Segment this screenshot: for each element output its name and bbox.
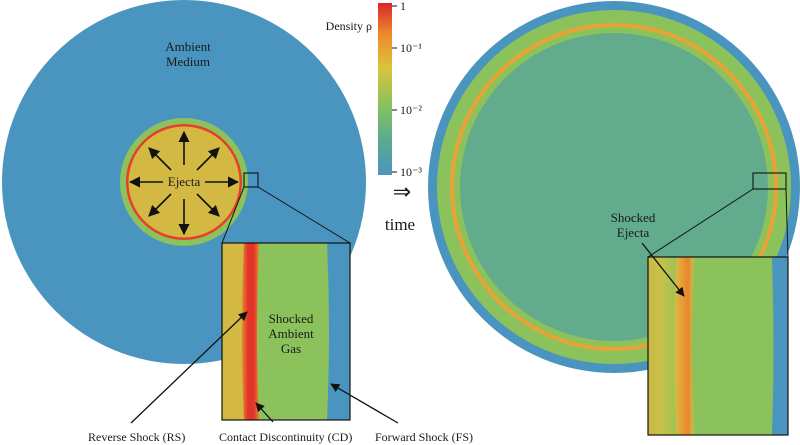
zoom-region-box (243, 172, 259, 188)
colorbar-title: Density ρ (326, 19, 372, 33)
shocked-ejecta-label-line1: Shocked (611, 210, 656, 225)
right-inset (647, 256, 789, 436)
reverse-shock-pointer (130, 311, 248, 424)
zoom-region-box (752, 172, 787, 190)
inset-ejecta-region (222, 243, 244, 420)
right-inset-frame (647, 256, 789, 436)
inset-contact-discontinuity-band (674, 257, 694, 435)
colorbar-tick-label: 10⁻³ (400, 165, 422, 179)
inset-label-line3: Gas (281, 341, 301, 356)
reverse-shock-label: Reverse Shock (RS) (88, 430, 185, 444)
inset-label-line1: Shocked (269, 311, 314, 326)
forward-shock-pointer (330, 383, 399, 424)
zoom-connector (257, 186, 351, 244)
colorbar-gradient (378, 3, 392, 175)
forward-shock-label: Forward Shock (FS) (375, 430, 473, 444)
ejecta-label: Ejecta (168, 174, 201, 189)
ambient-medium-label-line1: Ambient (165, 39, 211, 54)
expansion-arrow (148, 193, 172, 217)
expansion-arrow (196, 147, 220, 171)
inset-ambient-region (327, 243, 350, 420)
left-panel: Ejecta Ambient Medium Shocked Ambient Ga… (2, 0, 473, 444)
left-inset: Shocked Ambient Gas (221, 242, 351, 421)
expansion-arrows (128, 130, 240, 236)
inset-ambient-region (772, 257, 788, 435)
colorbar-tick-label: 10⁻¹ (400, 41, 422, 55)
colorbar-tick-label: 10⁻² (400, 103, 422, 117)
expansion-arrow (148, 147, 172, 171)
colorbar: Density ρ 1 10⁻¹ 10⁻² 10⁻³ (326, 0, 423, 179)
zoom-connector (647, 188, 754, 258)
expansion-arrow (196, 193, 220, 217)
left-inset-frame (221, 242, 351, 421)
colorbar-tick-label: 1 (400, 0, 406, 13)
time-label: time (385, 215, 415, 234)
ambient-medium-label-line2: Medium (166, 54, 210, 69)
inset-label-line2: Ambient (268, 326, 314, 341)
zoom-connector (221, 186, 245, 244)
time-arrow-icon: ⇒ (393, 179, 411, 204)
inset-shocked-ejecta-region (648, 257, 676, 435)
shocked-ejecta-label-line2: Ejecta (617, 225, 650, 240)
zoom-connector (785, 188, 789, 258)
contact-discontinuity-label: Contact Discontinuity (CD) (219, 430, 352, 444)
contact-discontinuity-pointer (255, 402, 274, 423)
right-panel: Shocked Ejecta (428, 1, 800, 436)
shocked-ejecta-pointer (641, 242, 685, 297)
inset-contact-discontinuity-band (242, 243, 259, 420)
